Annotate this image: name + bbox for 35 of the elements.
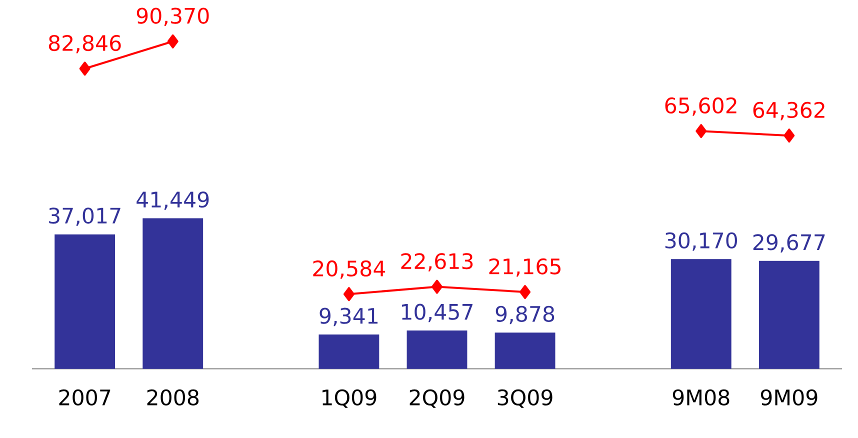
data-label: 64,362 <box>753 102 824 120</box>
point <box>520 285 531 300</box>
data-label: 82,846 <box>48 34 121 54</box>
point <box>784 128 795 143</box>
bar <box>54 234 116 369</box>
data-label: 9,341 <box>320 308 378 326</box>
data-label: 41,449 <box>136 192 209 210</box>
point <box>167 34 178 48</box>
data-label: 10,457 <box>402 304 472 322</box>
x-tick-label: 2008 <box>147 389 199 406</box>
data-label: 22,613 <box>401 253 473 272</box>
bar <box>142 218 204 369</box>
point <box>696 124 707 138</box>
x-tick-label: 2Q09 <box>410 389 464 408</box>
x-tick-label: 9M09 <box>760 389 818 406</box>
x-tick-label: 1Q09 <box>322 389 376 408</box>
data-label: 20,584 <box>313 260 386 279</box>
bar <box>494 332 556 369</box>
data-label: 37,017 <box>49 208 120 226</box>
bar <box>318 334 380 369</box>
point <box>79 62 90 76</box>
data-label: 65,602 <box>665 97 736 116</box>
data-label: 30,170 <box>665 232 738 251</box>
point <box>343 287 354 302</box>
x-tick-label: 3Q09 <box>498 389 552 408</box>
bar <box>758 260 820 369</box>
data-label: 90,370 <box>136 8 209 26</box>
data-label: 9,878 <box>496 306 554 324</box>
point <box>432 280 442 294</box>
x-tick-label: 9M08 <box>672 389 730 406</box>
data-label: 21,165 <box>489 258 560 277</box>
bar <box>670 259 732 369</box>
data-label: 29,677 <box>753 234 825 252</box>
bar <box>406 330 468 369</box>
x-tick-label: 2007 <box>59 389 110 406</box>
